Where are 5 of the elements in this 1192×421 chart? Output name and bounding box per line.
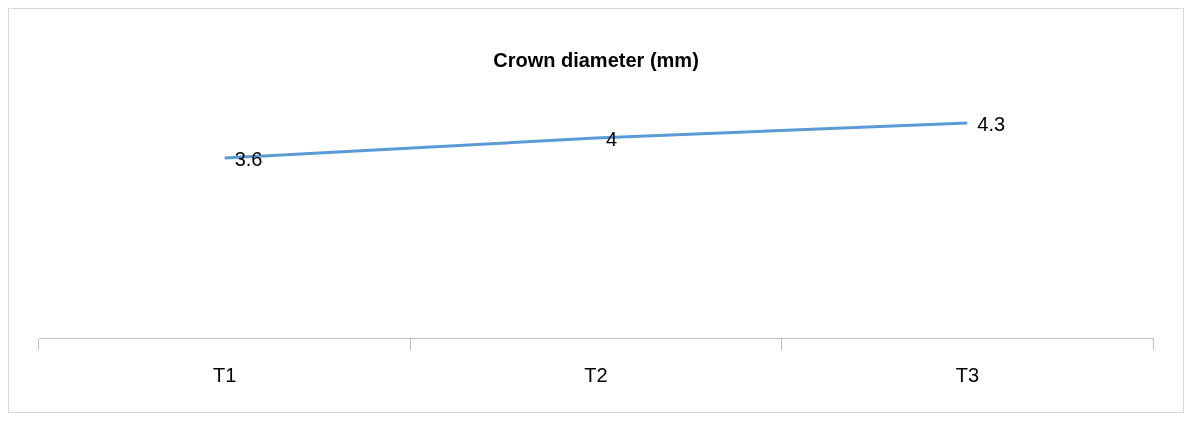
x-tick-label: T1 — [212, 363, 237, 386]
data-label: 4.3 — [977, 112, 1006, 135]
x-tick-label: T2 — [584, 363, 608, 386]
x-tick-label: T3 — [955, 363, 980, 386]
chart-title: Crown diameter (mm) — [493, 48, 699, 71]
